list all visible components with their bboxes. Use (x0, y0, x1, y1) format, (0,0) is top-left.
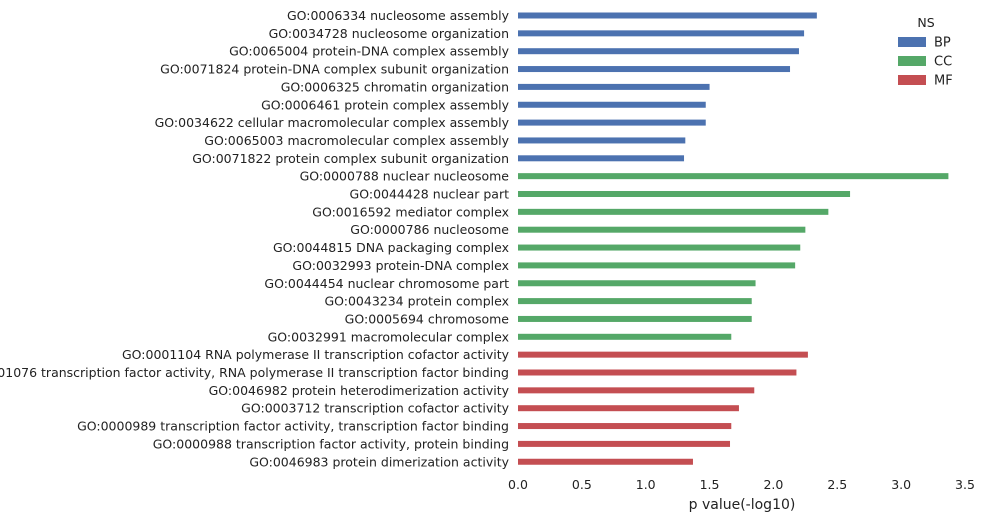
bar-cc (518, 173, 949, 180)
bar-cc (518, 191, 851, 197)
x-tick-label: 0.0 (508, 477, 528, 492)
legend-swatch-bp (898, 37, 926, 47)
category-label: GO:0003712 transcription cofactor activi… (241, 401, 509, 416)
bar-mf (518, 387, 755, 394)
legend-label-cc: CC (934, 55, 952, 70)
bar-cc (518, 333, 732, 340)
bar-mf (518, 423, 732, 430)
bar-mf (518, 440, 731, 447)
x-tick-label: 3.5 (955, 477, 975, 492)
bar-cc (518, 262, 796, 269)
bar-cc (518, 226, 806, 233)
category-label: GO:0000989 transcription factor activity… (77, 419, 509, 434)
category-label: GO:0001104 RNA polymerase II transcripti… (122, 347, 510, 362)
category-label: GO:0032991 macromolecular complex (268, 329, 509, 344)
bar-cc (518, 280, 756, 287)
bar-cc (518, 315, 752, 322)
legend-label-bp: BP (934, 36, 951, 51)
category-label: GO:0046982 protein heterodimerization ac… (209, 383, 510, 398)
bar-bp (518, 119, 706, 126)
category-label: GO:0032993 protein-DNA complex (292, 258, 509, 273)
bar-mf (518, 351, 808, 358)
legend-label-mf: MF (934, 74, 953, 89)
bar-cc (518, 244, 801, 251)
bar-bp (518, 66, 791, 73)
x-tick-label: 0.5 (572, 477, 592, 492)
category-label: GO:0044428 nuclear part (350, 187, 510, 202)
category-label: GO:0043234 protein complex (324, 294, 509, 309)
category-label: GO:0000988 transcription factor activity… (153, 436, 509, 451)
category-label: GO:0000786 nucleosome (350, 222, 509, 237)
category-label: GO:0006461 protein complex assembly (261, 97, 509, 112)
legend-title: NS (917, 15, 934, 30)
x-tick-label: 2.5 (827, 477, 847, 492)
category-label: GO:0044815 DNA packaging complex (273, 240, 509, 255)
bar-bp (518, 48, 799, 55)
category-label: GO:0071824 protein-DNA complex subunit o… (160, 62, 509, 77)
category-label: GO:0034622 cellular macromolecular compl… (155, 115, 510, 130)
category-label: GO:0000788 nuclear nucleosome (300, 169, 510, 184)
bar-mf (518, 369, 797, 376)
bar-cc (518, 208, 829, 215)
bar-bp (518, 101, 706, 108)
category-label: GO:0005694 chromosome (345, 311, 510, 326)
category-label: GO:0006325 chromatin organization (281, 79, 509, 94)
category-label: GO:0001076 transcription factor activity… (0, 365, 509, 380)
category-label: GO:0071822 protein complex subunit organ… (192, 151, 509, 166)
bar-bp (518, 137, 686, 144)
category-labels: GO:0006334 nucleosome assembly GO:0034728… (0, 8, 510, 469)
legend-swatch-mf (898, 75, 926, 85)
bar-mf (518, 458, 693, 465)
category-label: GO:0006334 nucleosome assembly (287, 8, 510, 23)
bar-bp (518, 30, 805, 37)
category-label: GO:0016592 mediator complex (312, 204, 509, 219)
category-label: GO:0044454 nuclear chromosome part (264, 276, 509, 291)
category-label: GO:0034728 nucleosome organization (269, 26, 509, 41)
bar-mf (518, 405, 739, 412)
x-axis: 0.0 0.5 1.0 1.5 2.0 2.5 3.0 3.5 (508, 477, 975, 492)
x-tick-label: 2.0 (763, 477, 783, 492)
x-tick-label: 1.5 (700, 477, 720, 492)
x-tick-label: 3.0 (891, 477, 911, 492)
bars-layer (518, 12, 949, 465)
legend: NS BP CC MF (898, 15, 953, 89)
x-tick-label: 1.0 (636, 477, 656, 492)
bar-bp (518, 83, 710, 90)
bar-bp (518, 12, 817, 19)
x-axis-title: p value(-log10) (689, 497, 796, 513)
category-label: GO:0046983 protein dimerization activity (249, 454, 509, 469)
bar-bp (518, 155, 685, 162)
bar-cc (518, 298, 752, 305)
legend-swatch-cc (898, 56, 926, 66)
category-label: GO:0065004 protein-DNA complex assembly (229, 44, 510, 59)
category-label: GO:0065003 macromolecular complex assemb… (204, 133, 509, 148)
